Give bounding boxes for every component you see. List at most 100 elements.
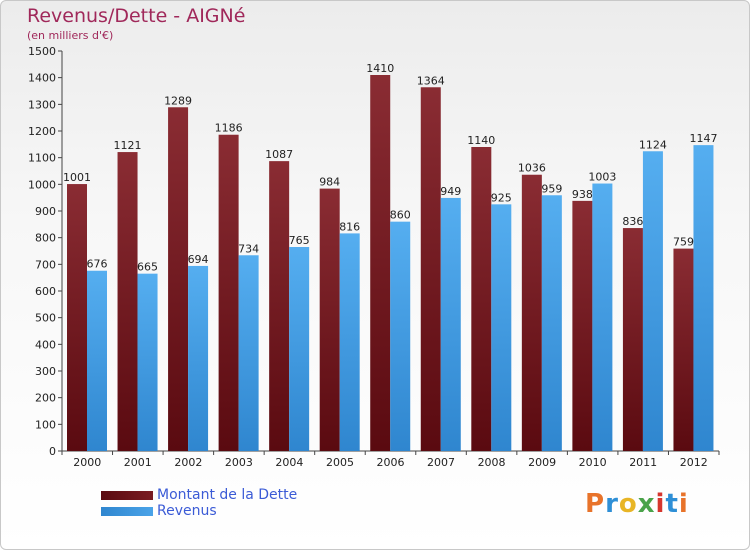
proxiti-logo: Proxiti bbox=[585, 489, 689, 519]
data-label-revenus: 694 bbox=[188, 253, 209, 266]
y-tick-label: 200 bbox=[35, 392, 56, 405]
logo-letter: i bbox=[655, 489, 666, 519]
data-label-revenus: 949 bbox=[440, 185, 461, 198]
y-tick-label: 100 bbox=[35, 418, 56, 431]
x-tick-label: 2000 bbox=[73, 456, 101, 469]
logo-letter: o bbox=[618, 489, 638, 519]
logo-letter: x bbox=[637, 489, 656, 519]
y-tick-label: 1200 bbox=[28, 125, 56, 138]
y-tick-label: 500 bbox=[35, 312, 56, 325]
bar-dette bbox=[622, 228, 643, 451]
data-label-dette: 1036 bbox=[518, 162, 546, 175]
y-tick-label: 0 bbox=[49, 445, 56, 458]
x-tick-label: 2008 bbox=[478, 456, 506, 469]
data-label-dette: 1001 bbox=[63, 171, 91, 184]
bar-revenus bbox=[238, 255, 259, 451]
data-label-dette: 1121 bbox=[114, 139, 142, 152]
data-label-revenus: 1003 bbox=[588, 171, 616, 184]
logo-letter: P bbox=[585, 489, 606, 519]
bar-dette bbox=[420, 87, 441, 452]
y-tick-label: 1400 bbox=[28, 72, 56, 85]
x-tick-label: 2012 bbox=[680, 456, 708, 469]
data-label-dette: 1186 bbox=[215, 122, 243, 135]
y-tick-label: 300 bbox=[35, 365, 56, 378]
y-tick-label: 900 bbox=[35, 205, 56, 218]
data-label-revenus: 816 bbox=[339, 220, 360, 233]
bar-revenus bbox=[642, 151, 663, 451]
data-label-revenus: 734 bbox=[238, 242, 259, 255]
bar-dette bbox=[67, 184, 87, 452]
data-label-revenus: 1124 bbox=[639, 138, 667, 151]
y-tick-label: 600 bbox=[35, 285, 56, 298]
legend: Montant de la Dette Revenus bbox=[101, 487, 297, 519]
y-tick-label: 700 bbox=[35, 258, 56, 271]
y-tick-label: 1000 bbox=[28, 178, 56, 191]
data-label-revenus: 676 bbox=[87, 258, 108, 271]
bar-dette bbox=[269, 161, 290, 451]
data-label-dette: 1289 bbox=[164, 94, 192, 107]
data-label-revenus: 1147 bbox=[689, 132, 717, 145]
data-label-revenus: 959 bbox=[541, 182, 562, 195]
bar-dette bbox=[572, 200, 593, 451]
bar-dette bbox=[521, 174, 542, 451]
bar-dette bbox=[218, 134, 239, 451]
x-tick-label: 2007 bbox=[427, 456, 455, 469]
bar-revenus bbox=[87, 270, 107, 451]
data-label-revenus: 665 bbox=[137, 261, 158, 274]
x-tick-label: 2009 bbox=[528, 456, 556, 469]
bar-dette bbox=[117, 152, 138, 452]
logo-letter: t bbox=[665, 489, 679, 519]
bar-dette bbox=[471, 147, 492, 451]
bar-revenus bbox=[693, 145, 714, 451]
data-label-revenus: 925 bbox=[491, 191, 512, 204]
data-label-dette: 836 bbox=[622, 215, 643, 228]
x-tick-label: 2001 bbox=[124, 456, 152, 469]
y-tick-label: 1500 bbox=[28, 45, 56, 58]
bar-dette bbox=[673, 248, 694, 451]
bar-revenus bbox=[541, 195, 562, 451]
bar-dette bbox=[319, 188, 340, 451]
bar-revenus bbox=[188, 265, 209, 451]
bar-revenus bbox=[491, 204, 512, 451]
x-tick-label: 2005 bbox=[326, 456, 354, 469]
chart-title: Revenus/Dette - AIGNé bbox=[27, 5, 246, 27]
bar-revenus bbox=[289, 247, 310, 451]
x-tick-label: 2002 bbox=[174, 456, 202, 469]
data-label-dette: 759 bbox=[673, 236, 694, 249]
bar-revenus bbox=[390, 221, 411, 451]
y-tick-label: 1100 bbox=[28, 152, 56, 165]
bar-revenus bbox=[592, 183, 613, 452]
bar-dette bbox=[168, 107, 189, 452]
bar-dette bbox=[370, 75, 391, 451]
bar-revenus bbox=[137, 273, 158, 451]
data-label-revenus: 765 bbox=[289, 234, 310, 247]
y-tick-label: 800 bbox=[35, 232, 56, 245]
data-label-dette: 1140 bbox=[467, 134, 495, 147]
y-tick-label: 1300 bbox=[28, 98, 56, 111]
data-label-dette: 1087 bbox=[265, 148, 293, 161]
x-tick-label: 2004 bbox=[275, 456, 303, 469]
bar-revenus bbox=[339, 233, 360, 451]
data-label-dette: 984 bbox=[319, 176, 340, 189]
bar-revenus bbox=[440, 197, 461, 451]
x-tick-label: 2006 bbox=[377, 456, 405, 469]
legend-label-dette: Montant de la Dette bbox=[157, 487, 298, 503]
y-tick-label: 400 bbox=[35, 338, 56, 351]
legend-label-revenus: Revenus bbox=[157, 503, 217, 519]
legend-swatch-dette bbox=[101, 490, 153, 500]
logo-letter: r bbox=[605, 489, 619, 519]
x-tick-label: 2011 bbox=[629, 456, 657, 469]
logo-letter: i bbox=[678, 489, 689, 519]
x-tick-label: 2010 bbox=[579, 456, 607, 469]
data-label-dette: 1410 bbox=[366, 62, 394, 75]
chart-subtitle: (en milliers d'€) bbox=[27, 29, 114, 42]
legend-item-revenus: Revenus bbox=[101, 503, 297, 519]
legend-item-dette: Montant de la Dette bbox=[101, 487, 297, 503]
legend-swatch-revenus bbox=[101, 506, 153, 516]
x-tick-label: 2003 bbox=[225, 456, 253, 469]
data-label-revenus: 860 bbox=[390, 209, 411, 222]
data-label-dette: 938 bbox=[572, 188, 593, 201]
data-label-dette: 1364 bbox=[417, 74, 445, 87]
